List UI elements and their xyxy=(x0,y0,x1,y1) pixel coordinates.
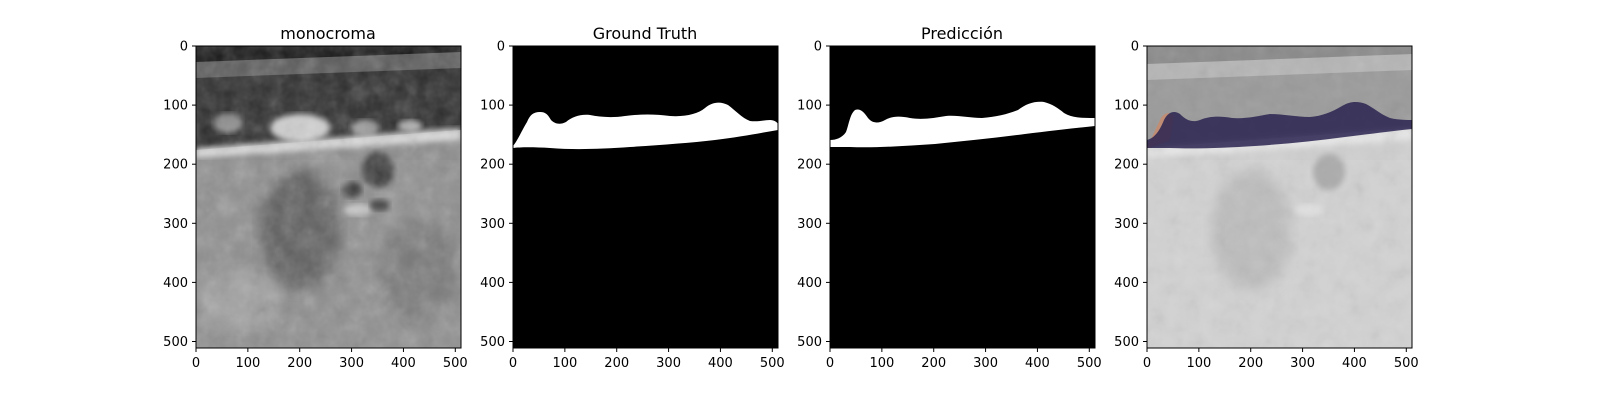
axes-frame xyxy=(195,45,462,349)
mask-background xyxy=(513,46,778,348)
x-tick-label: 200 xyxy=(604,356,629,371)
x-tick-label: 0 xyxy=(192,356,200,371)
x-tick-label: 0 xyxy=(826,356,834,371)
panel-title: monocroma xyxy=(280,24,376,43)
y-tick-label: 500 xyxy=(1114,335,1139,350)
x-tick-label: 100 xyxy=(235,356,260,371)
y-axis: 0 100 200 300 400 500 xyxy=(797,40,830,350)
x-axis: 0 100 200 300 400 500 xyxy=(192,348,468,371)
x-tick-label: 500 xyxy=(443,356,468,371)
ground-truth-mask xyxy=(513,102,778,150)
axes-frame xyxy=(512,45,779,349)
y-tick-label: 300 xyxy=(480,217,505,232)
x-tick-label: 400 xyxy=(391,356,416,371)
y-tick-label: 500 xyxy=(797,335,822,350)
y-tick-label: 300 xyxy=(163,217,188,232)
x-tick-label: 500 xyxy=(1394,356,1419,371)
x-tick-label: 300 xyxy=(1290,356,1315,371)
y-tick-label: 0 xyxy=(180,40,188,55)
x-tick-label: 400 xyxy=(1025,356,1050,371)
x-tick-label: 500 xyxy=(760,356,785,371)
y-tick-label: 500 xyxy=(480,335,505,350)
y-tick-label: 0 xyxy=(814,40,822,55)
overlay-mask xyxy=(1147,101,1412,149)
y-tick-label: 400 xyxy=(480,276,505,291)
y-tick-label: 100 xyxy=(480,99,505,114)
x-axis: 0 100 200 300 400 500 xyxy=(1143,348,1419,371)
x-tick-label: 0 xyxy=(1143,356,1151,371)
panel-title: Predicción xyxy=(921,24,1003,43)
x-tick-label: 200 xyxy=(1238,356,1263,371)
x-tick-label: 100 xyxy=(552,356,577,371)
x-tick-label: 300 xyxy=(656,356,681,371)
y-tick-label: 400 xyxy=(797,276,822,291)
y-axis: 0 100 200 300 400 500 xyxy=(480,40,513,350)
y-tick-label: 100 xyxy=(797,99,822,114)
y-tick-label: 0 xyxy=(497,40,505,55)
y-tick-label: 300 xyxy=(797,217,822,232)
x-tick-label: 300 xyxy=(973,356,998,371)
panel-ground-truth: Ground Truth 0 100 200 300 400 500 0 100 200 300… xyxy=(480,24,785,371)
y-tick-label: 500 xyxy=(163,335,188,350)
x-tick-label: 400 xyxy=(708,356,733,371)
x-axis: 0 100 200 300 400 500 xyxy=(509,348,785,371)
overlay-image xyxy=(1147,46,1412,348)
y-tick-label: 200 xyxy=(480,158,505,173)
y-tick-label: 0 xyxy=(1131,40,1139,55)
panel-overlay: 0 100 200 300 400 500 0 100 200 300 400 500 xyxy=(1114,40,1419,372)
x-axis: 0 100 200 300 400 500 xyxy=(826,348,1102,371)
x-tick-label: 0 xyxy=(509,356,517,371)
y-tick-label: 100 xyxy=(1114,99,1139,114)
prediction-mask xyxy=(830,101,1095,148)
x-tick-label: 100 xyxy=(1186,356,1211,371)
y-tick-label: 300 xyxy=(1114,217,1139,232)
x-tick-label: 300 xyxy=(339,356,364,371)
y-tick-label: 200 xyxy=(797,158,822,173)
mask-background xyxy=(830,46,1095,348)
x-tick-label: 200 xyxy=(921,356,946,371)
y-tick-label: 400 xyxy=(163,276,188,291)
y-tick-label: 200 xyxy=(1114,158,1139,173)
x-tick-label: 400 xyxy=(1342,356,1367,371)
x-tick-label: 100 xyxy=(869,356,894,371)
y-tick-label: 200 xyxy=(163,158,188,173)
axes-frame xyxy=(829,45,1096,349)
panel-title: Ground Truth xyxy=(593,24,698,43)
axes-frame xyxy=(1146,45,1413,349)
panel-monochrome: monocroma 0 100 200 300 xyxy=(163,24,468,371)
y-axis: 0 100 200 300 400 500 xyxy=(1114,40,1147,350)
y-axis: 0 100 200 300 400 500 xyxy=(163,40,196,350)
panel-prediction: Predicción 0 100 200 300 400 500 0 100 200 300 40… xyxy=(797,24,1102,371)
ultrasound-image xyxy=(196,46,461,348)
y-tick-label: 100 xyxy=(163,99,188,114)
x-tick-label: 500 xyxy=(1077,356,1102,371)
x-tick-label: 200 xyxy=(287,356,312,371)
y-tick-label: 400 xyxy=(1114,276,1139,291)
